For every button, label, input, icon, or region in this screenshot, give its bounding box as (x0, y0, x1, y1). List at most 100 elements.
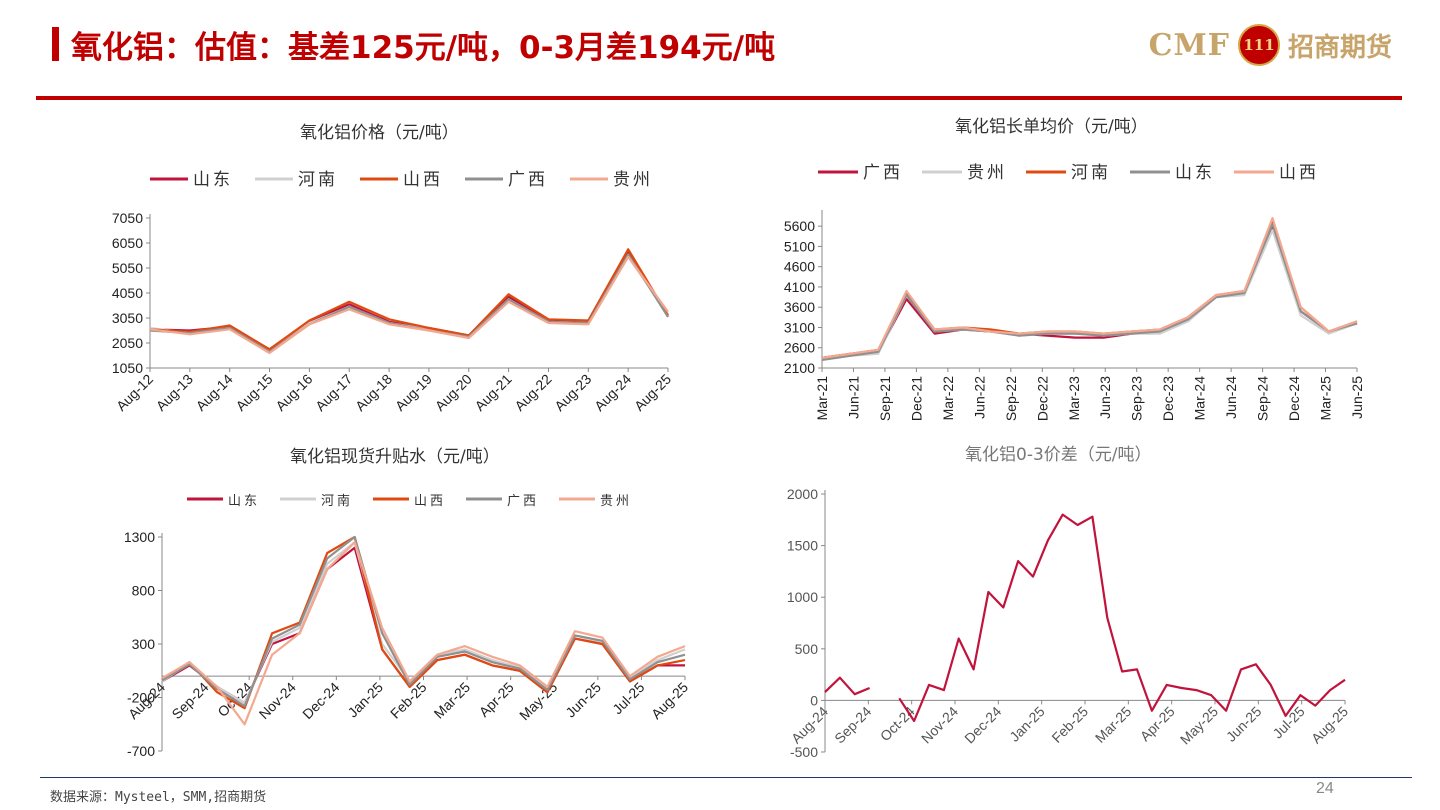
y-tick-label-2: 500 (795, 641, 819, 657)
legend-label-1: 贵州 (967, 163, 1007, 183)
x-tick-label-1: Aug-13 (153, 371, 196, 414)
x-tick-label-14: Sep-24 (1255, 376, 1271, 421)
x-tick-label-6: Aug-18 (352, 371, 395, 414)
series-line-1 (821, 229, 1358, 361)
x-tick-label-0: Mar-21 (814, 376, 830, 421)
x-tick-label-12: Aug-24 (591, 371, 634, 414)
slide-title: 氧化铝：估值：基差125元/吨，0-3月差194元/吨 (52, 22, 775, 66)
chart-spot-premium-svg: 氧化铝现货升贴水（元/吨） 山东 河南 山西 广西 贵州 -700 -200 300 800 130… (124, 447, 691, 759)
series-line-3 (149, 253, 669, 353)
y-tick-label-3: 1000 (787, 589, 818, 605)
x-tick-label-1: Sep-24 (831, 703, 874, 746)
y-tick-label-3: 800 (132, 583, 156, 599)
x-tick-label-0: Aug-12 (113, 371, 156, 414)
legend-label-0: 山东 (193, 170, 233, 190)
source-note: 数据来源：Mysteel，SMM,招商期货 (50, 790, 267, 805)
x-tick-label-7: Mar-25 (431, 679, 474, 722)
chart-title: 氧化铝0-3价差（元/吨） (965, 445, 1152, 465)
x-tick-label-1: Sep-24 (168, 679, 211, 722)
x-tick-label-12: Aug-25 (648, 679, 691, 722)
y-tick-label-0: 2100 (784, 360, 815, 376)
x-tick-label-2: Sep-21 (877, 376, 893, 421)
y-tick-label-2: 3050 (112, 310, 143, 326)
x-tick-label-5: Jun-22 (971, 376, 987, 419)
x-tick-label-1: Jun-21 (845, 376, 861, 419)
y-tick-label-3: 3600 (784, 299, 815, 315)
series-line-0 (824, 513, 1346, 723)
y-tick-label-1: 0 (810, 692, 818, 708)
x-tick-label-10: Jun-25 (1223, 703, 1265, 745)
x-tick-label-3: Aug-15 (232, 371, 275, 414)
x-tick-label-7: Aug-19 (392, 371, 435, 414)
series-line-2 (149, 248, 669, 351)
legend-label-1: 河南 (321, 493, 353, 509)
x-tick-label-4: Dec-24 (299, 679, 342, 722)
x-tick-label-4: Mar-22 (940, 376, 956, 421)
x-tick-label-5: Aug-17 (312, 371, 355, 414)
x-tick-label-10: Jun-25 (562, 679, 604, 721)
logo-company-name: 招商期货 (1287, 32, 1392, 63)
logo-seal-icon: 111 (1237, 24, 1280, 66)
legend-label-0: 广西 (863, 163, 903, 183)
x-tick-label-5: Jan-25 (1006, 703, 1048, 745)
x-tick-label-11: Dec-23 (1160, 376, 1176, 421)
y-tick-label-3: 4050 (112, 285, 143, 301)
x-tick-label-11: Jul-25 (609, 679, 647, 717)
x-tick-label-9: Jun-23 (1097, 376, 1113, 419)
x-tick-label-8: Aug-20 (432, 371, 475, 414)
y-tick-label-2: 300 (132, 636, 156, 652)
page-title: 氧化铝：估值：基差125元/吨，0-3月差194元/吨 (71, 29, 776, 66)
company-logo: CMF 111 招商期货 (1149, 24, 1392, 66)
series-line-3 (161, 535, 686, 708)
y-tick-label-5: 6050 (112, 235, 143, 251)
y-tick-label-1: 2600 (784, 340, 815, 356)
chart-long-contract-price: 氧化铝长单均价（元/吨） 广西 贵州 河南 山东 山西 2100 2600 3100 3600 41… (760, 104, 1380, 440)
chart-title: 氧化铝现货升贴水（元/吨） (290, 447, 500, 467)
x-tick-label-3: Nov-24 (256, 679, 299, 722)
x-tick-label-7: Mar-25 (1092, 703, 1135, 746)
y-tick-label-1: -200 (127, 690, 155, 706)
legend-label-4: 山西 (1279, 163, 1319, 183)
legend-label-3: 山东 (1175, 163, 1215, 183)
x-tick-label-11: Jul-25 (1270, 703, 1308, 741)
y-tick-label-1: 2050 (112, 335, 143, 351)
page-number: 24 (1316, 780, 1334, 797)
y-tick-label-4: 1500 (787, 538, 818, 554)
legend-label-1: 河南 (298, 170, 338, 190)
chart-alumina-price: 氧化铝价格（元/吨） 山东 河南 山西 广西 贵州 1050 2050 3050 4050 5050… (95, 108, 705, 443)
legend-label-0: 山东 (228, 494, 260, 509)
x-tick-label-13: Jun-24 (1223, 376, 1239, 419)
series-line-4 (821, 217, 1358, 359)
y-tick-label-2: 3100 (784, 319, 815, 335)
series-line-3 (821, 223, 1358, 361)
x-tick-label-8: Apr-25 (1137, 703, 1178, 744)
legend-label-4: 贵州 (613, 170, 653, 190)
legend-label-2: 山西 (414, 494, 446, 509)
x-tick-label-12: Mar-24 (1192, 376, 1208, 421)
legend-label-3: 广西 (508, 170, 548, 190)
chart-spread-0-3: 氧化铝0-3价差（元/吨） -500 0 500 1000 1500 2000 Aug-24 S… (760, 440, 1380, 775)
x-tick-label-15: Dec-24 (1286, 376, 1302, 421)
x-tick-label-12: Aug-25 (1308, 703, 1351, 746)
y-tick-label-0: -700 (127, 743, 155, 759)
title-accent-bar (52, 27, 59, 61)
y-tick-label-0: 1050 (112, 360, 143, 376)
legend-label-3: 广西 (507, 494, 539, 509)
x-tick-label-16: Mar-25 (1318, 376, 1334, 421)
x-tick-label-8: Apr-25 (476, 679, 517, 720)
y-tick-label-6: 5100 (784, 238, 815, 254)
x-tick-label-9: Aug-21 (471, 371, 514, 414)
x-tick-label-10: Sep-23 (1129, 376, 1145, 421)
legend-label-2: 山西 (403, 170, 443, 190)
header-rule (36, 96, 1402, 100)
y-tick-label-4: 1300 (124, 529, 155, 545)
y-tick-label-4: 5050 (112, 260, 143, 276)
logo-cmf-text: CMF (1148, 27, 1230, 63)
x-tick-label-13: Aug-25 (631, 371, 674, 414)
x-tick-label-6: Feb-25 (1048, 703, 1091, 746)
series-line-4 (149, 255, 669, 355)
y-tick-label-7: 5600 (784, 218, 815, 234)
chart-long-contract-svg: 氧化铝长单均价（元/吨） 广西 贵州 河南 山东 山西 2100 2600 3100 3600 41… (784, 117, 1365, 421)
x-tick-label-8: Mar-23 (1066, 376, 1082, 421)
